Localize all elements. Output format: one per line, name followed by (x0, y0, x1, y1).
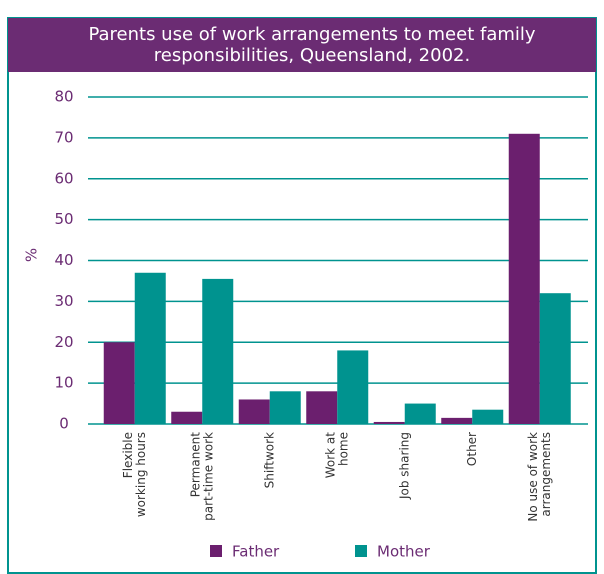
x-tick-label: Other (465, 432, 479, 466)
y-tick-label: 40 (54, 251, 73, 269)
title-banner (8, 18, 596, 72)
bar (238, 399, 270, 424)
bar (373, 421, 405, 424)
x-tick-label: Permanent (188, 432, 202, 498)
x-tick-label: No use of work (526, 432, 540, 522)
y-tick-label: 60 (54, 169, 73, 187)
legend-swatch (210, 545, 222, 557)
bar (171, 411, 203, 424)
x-tick-label: Job sharing (397, 432, 411, 500)
bar (508, 133, 540, 424)
legend-label: Father (232, 543, 280, 561)
bar (134, 272, 166, 424)
x-tick-label: part-time work (201, 432, 215, 521)
chart-title: Parents use of work arrangements to meet… (88, 24, 535, 45)
bar (103, 342, 135, 424)
chart-title: responsibilities, Queensland, 2002. (154, 45, 470, 66)
x-tick-label: home (336, 432, 350, 466)
legend-swatch (355, 545, 367, 557)
y-tick-label: 50 (54, 210, 73, 228)
bar (441, 417, 473, 424)
x-tick-label: Shiftwork (262, 432, 276, 488)
x-tick-label: working hours (134, 432, 148, 517)
x-tick-label: Work at (323, 432, 337, 479)
legend-label: Mother (377, 543, 431, 561)
y-tick-label: 10 (54, 374, 73, 392)
x-tick-label: Flexible (121, 432, 135, 478)
y-tick-label: 20 (54, 333, 73, 351)
bar (306, 391, 338, 424)
bar (202, 278, 234, 424)
y-tick-label: 70 (54, 128, 73, 146)
y-tick-label: 80 (54, 88, 73, 106)
frame (7, 17, 597, 574)
bar (539, 293, 571, 424)
bar (404, 403, 436, 424)
y-axis-label: % (23, 248, 41, 262)
bar (472, 409, 504, 424)
bar (337, 350, 369, 424)
y-tick-label: 30 (54, 292, 73, 310)
x-tick-label: arrangements (539, 432, 553, 517)
bar (269, 391, 301, 424)
y-tick-label: 0 (59, 415, 69, 433)
